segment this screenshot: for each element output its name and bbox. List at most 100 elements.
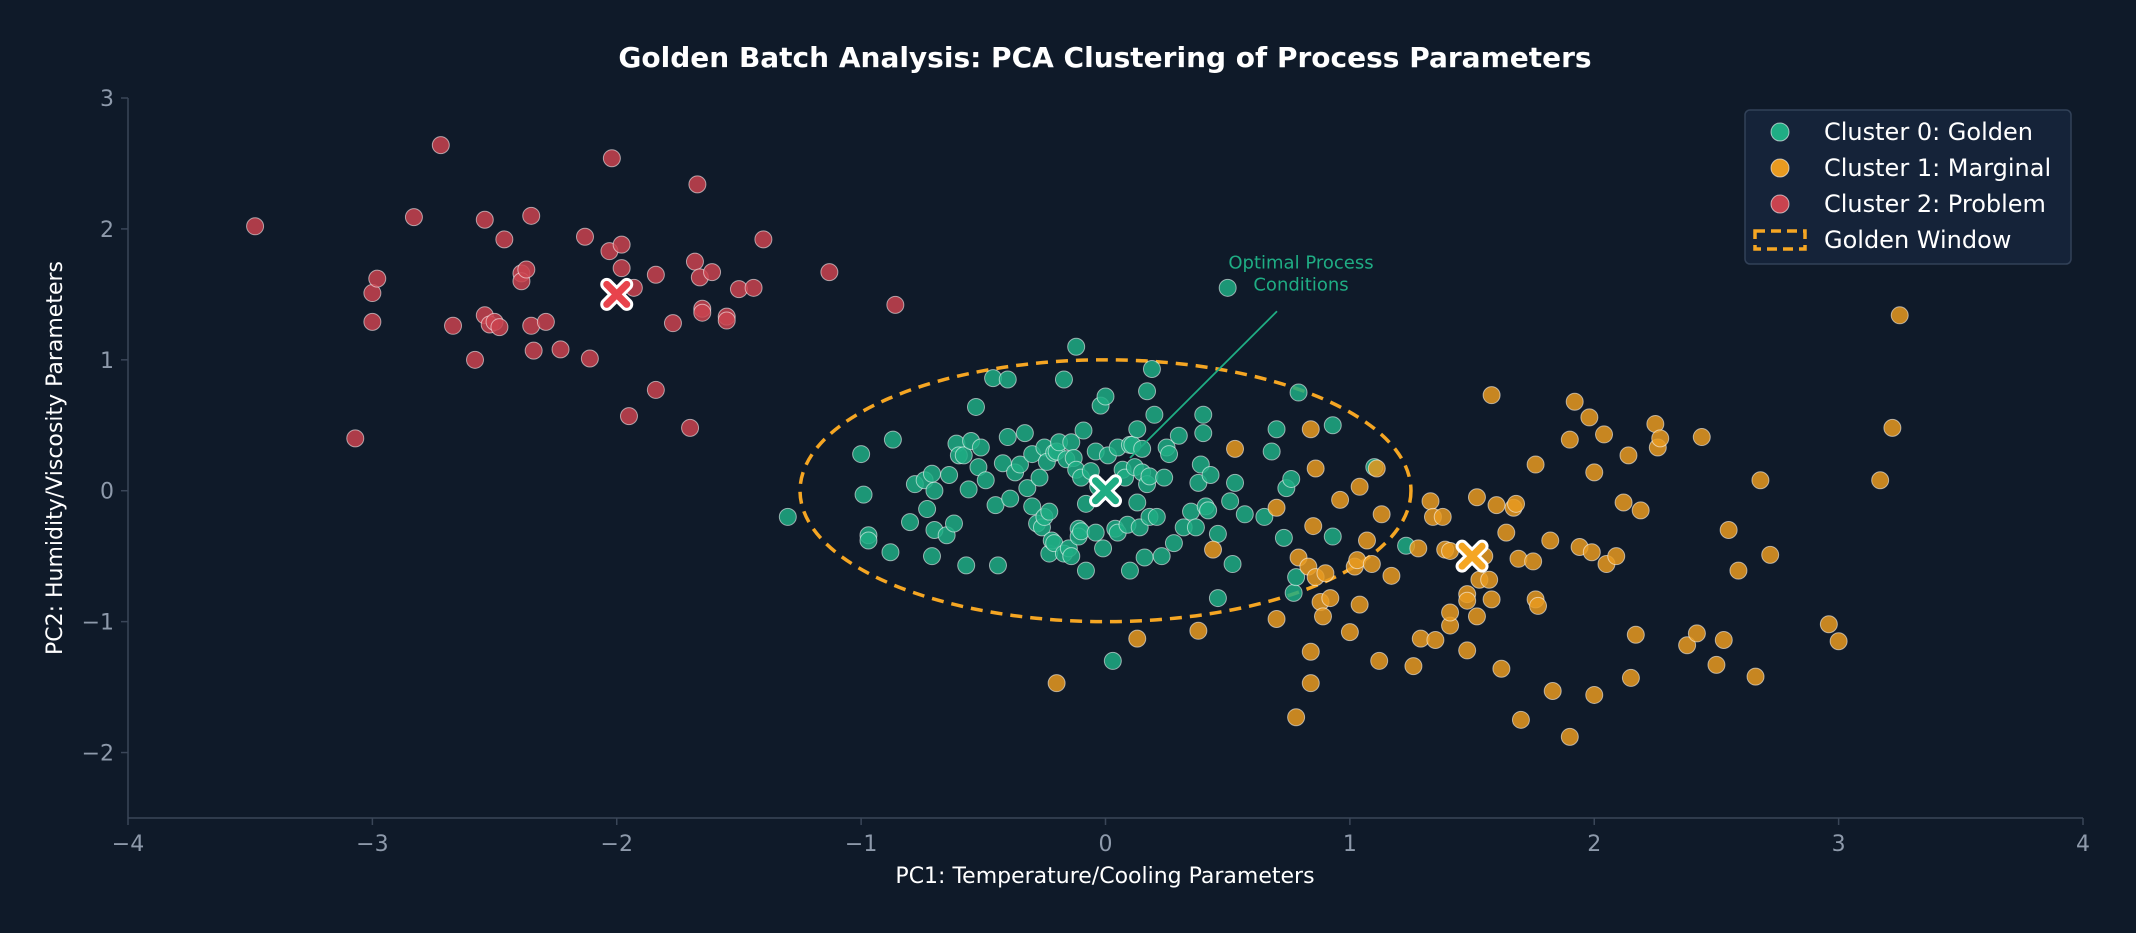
- marginal-point: [1719, 521, 1738, 539]
- marginal-point: [1047, 674, 1066, 693]
- problem-point: [495, 230, 514, 249]
- chart-title: Golden Batch Analysis: PCA Clustering of…: [618, 41, 1591, 74]
- marginal-point: [1189, 621, 1208, 640]
- centroid-problem-icon: [600, 277, 634, 311]
- golden-point: [1323, 527, 1342, 546]
- marginal-point: [1301, 420, 1320, 439]
- golden-point: [1289, 383, 1308, 402]
- marginal-point: [1619, 446, 1638, 465]
- problem-point: [246, 217, 265, 236]
- marginal-point: [1370, 651, 1389, 670]
- problem-point: [363, 312, 382, 331]
- golden-point: [1221, 492, 1240, 511]
- x-tick-label: 2: [1587, 832, 1601, 857]
- marginal-point: [1507, 494, 1526, 513]
- marginal-point: [1614, 493, 1633, 512]
- marginal-point: [1316, 564, 1335, 583]
- golden-point: [881, 543, 900, 562]
- golden-point: [971, 438, 990, 457]
- marginal-point: [1350, 595, 1369, 614]
- golden-point: [1282, 469, 1301, 488]
- marginal-point: [1761, 545, 1780, 564]
- golden-point: [901, 513, 919, 532]
- marginal-point: [1751, 471, 1770, 490]
- golden-point: [883, 430, 902, 449]
- golden-point: [1186, 518, 1205, 537]
- marginal-point: [1746, 667, 1765, 686]
- problem-point: [619, 407, 638, 426]
- marginal-point: [1511, 710, 1530, 729]
- y-axis-label: PC2: Humidity/Viscosity Parameters: [43, 261, 68, 655]
- golden-point: [1155, 468, 1174, 487]
- marginal-point: [1458, 641, 1477, 660]
- problem-point: [685, 252, 704, 271]
- marginal-point: [1829, 632, 1848, 651]
- marginal-point: [1331, 490, 1350, 509]
- problem-point: [404, 208, 423, 227]
- marginal-point: [1524, 552, 1543, 571]
- marginal-point: [1313, 607, 1332, 626]
- marginal-point: [1301, 642, 1320, 661]
- problem-point: [431, 136, 450, 155]
- problem-point: [575, 227, 594, 246]
- legend-label-marginal: Cluster 1: Marginal: [1824, 154, 2051, 182]
- marginal-point: [1871, 471, 1890, 490]
- golden-point: [1128, 493, 1147, 512]
- golden-point: [1135, 548, 1154, 567]
- problem-point: [517, 260, 536, 279]
- marginal-point: [1128, 629, 1147, 648]
- marginal-point: [1287, 708, 1306, 727]
- marginal-point: [1467, 488, 1486, 507]
- problem-point: [744, 278, 763, 297]
- problem-point: [688, 175, 707, 194]
- marginal-point: [1306, 459, 1325, 478]
- golden-point: [966, 397, 985, 416]
- problem-point: [703, 263, 722, 282]
- golden-point: [998, 370, 1017, 389]
- problem-point: [693, 303, 712, 322]
- golden-point: [854, 485, 873, 504]
- marginal-point: [1626, 625, 1645, 644]
- marginal-point: [1426, 630, 1445, 649]
- golden-point: [1030, 468, 1049, 487]
- marginal-point: [1421, 492, 1440, 511]
- golden-point: [940, 466, 959, 485]
- golden-point: [1274, 528, 1293, 547]
- golden-point: [1133, 439, 1152, 458]
- y-tick-label: 1: [100, 349, 114, 374]
- marginal-point: [1580, 408, 1599, 427]
- golden-point: [988, 556, 1007, 575]
- legend-label-golden: Cluster 0: Golden: [1824, 118, 2033, 146]
- golden-point: [1199, 501, 1218, 520]
- marginal-point: [1492, 659, 1511, 678]
- golden-point: [1067, 337, 1086, 356]
- marginal-point: [1543, 682, 1562, 701]
- marginal-point: [1819, 615, 1838, 634]
- marginal-point: [1497, 523, 1516, 542]
- marginal-point: [1526, 455, 1545, 474]
- marginal-point: [1382, 566, 1401, 585]
- marginal-point: [1267, 610, 1286, 629]
- marginal-point: [1529, 596, 1548, 615]
- marginal-point: [1367, 459, 1386, 478]
- marginal-point: [1595, 425, 1614, 444]
- problem-point: [754, 230, 773, 249]
- golden-point: [1226, 473, 1245, 492]
- centroid-markers: [600, 277, 1489, 573]
- y-tick-label: −1: [82, 611, 114, 636]
- marginal-point: [1585, 463, 1604, 482]
- marginal-point: [1301, 674, 1320, 693]
- problem-point: [646, 380, 665, 399]
- golden-point: [954, 446, 973, 465]
- x-tick-label: −2: [601, 832, 633, 857]
- y-tick-label: 3: [100, 87, 114, 112]
- golden-point: [1287, 568, 1306, 587]
- marginal-point: [1692, 428, 1711, 447]
- golden-point: [1076, 561, 1095, 580]
- marginal-point: [1883, 418, 1902, 437]
- x-axis-label: PC1: Temperature/Cooling Parameters: [895, 864, 1314, 889]
- legend-marker-problem: [1770, 194, 1790, 214]
- golden-point: [1015, 424, 1034, 443]
- marginal-point: [1441, 603, 1460, 622]
